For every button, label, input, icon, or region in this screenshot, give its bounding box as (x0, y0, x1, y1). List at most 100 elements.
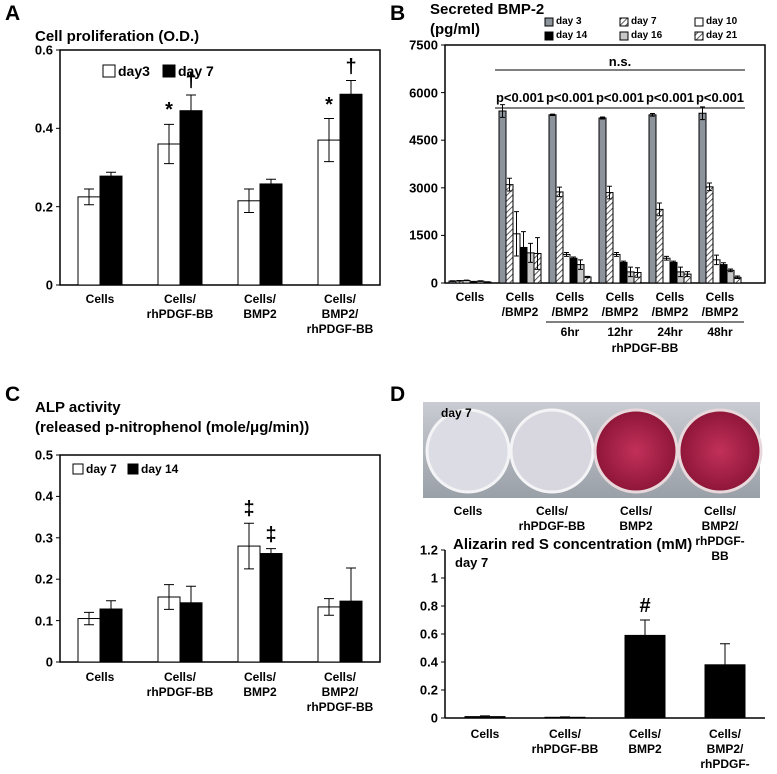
error-bar (720, 643, 730, 687)
chart-title: ALP activity (released p-nitrophenol (mo… (35, 399, 310, 436)
y-tick-label: 0 (430, 275, 438, 291)
legend-label: day 21 (706, 30, 738, 41)
significance-marker: # (639, 595, 651, 617)
bar (705, 186, 714, 284)
significance-marker: ‡ (243, 498, 255, 521)
error-bar (266, 178, 276, 190)
error-bar (480, 715, 490, 718)
error-bar (560, 716, 570, 719)
error-bar (514, 211, 519, 257)
y-tick-label: 0 (45, 654, 53, 670)
panel-label: A (5, 2, 21, 25)
error-bar (266, 548, 276, 559)
bar (726, 269, 735, 284)
well (509, 408, 595, 494)
chart-title: Alizarin red S concentration (mM) (453, 536, 693, 553)
error-bar (585, 275, 590, 279)
error-bar (500, 104, 505, 118)
y-tick-label: 0.3 (34, 530, 53, 546)
bar (555, 191, 564, 284)
error-bar (186, 94, 196, 127)
significance-marker: ‡ (265, 523, 277, 546)
error-bar (346, 567, 356, 635)
error-bar (664, 255, 669, 261)
y-tick-label: 0.2 (419, 682, 438, 698)
error-bar (728, 268, 733, 273)
x-tick-label: Cells (85, 670, 115, 684)
x-subcategory-label: 24hr (657, 325, 683, 339)
legend-swatch (694, 31, 704, 41)
error-bar (600, 116, 605, 120)
ns-label: n.s. (608, 54, 632, 69)
error-bar (457, 279, 462, 282)
y-tick-label: 0.5 (34, 447, 53, 463)
y-tick-label: 0.4 (34, 120, 53, 136)
p-value-label: p<0.001 (545, 90, 595, 105)
y-tick-label: 1500 (409, 227, 438, 243)
bar (605, 192, 614, 284)
error-bar (324, 598, 334, 616)
error-bar (106, 171, 116, 181)
x-tick-label: Cells/ BMP2/ rhPDGF-BB (306, 670, 374, 714)
error-bar (164, 584, 174, 610)
error-bar (707, 182, 712, 192)
error-bar (550, 113, 555, 116)
error-bar (450, 280, 455, 282)
x-tick-label: Cells (455, 290, 485, 304)
plot-frame (59, 454, 381, 663)
bar (562, 253, 571, 284)
y-tick-label: 0.8 (419, 598, 438, 614)
x-group-label: rhPDGF-BB (611, 341, 679, 355)
y-tick-label: 1.2 (419, 542, 438, 558)
error-bar (657, 202, 662, 217)
error-bar (84, 611, 94, 626)
x-tick-label: Cells/ BMP2 (628, 727, 662, 756)
bar (179, 110, 203, 286)
legend-swatch (544, 31, 554, 41)
error-bar (186, 585, 196, 620)
bar (259, 553, 283, 663)
x-tick-label: Cells /BMP2 (651, 290, 689, 319)
p-value-label: p<0.001 (695, 90, 745, 105)
y-tick-label: 0 (45, 277, 53, 293)
photo (423, 402, 763, 498)
error-bar (106, 600, 116, 618)
y-tick-label: 0.4 (419, 654, 438, 670)
error-bar (607, 185, 612, 200)
legend-label: day 16 (631, 30, 663, 41)
image-category-label: Cells/ rhPDGF-BB (518, 504, 586, 533)
bar (505, 184, 514, 284)
x-tick-label: Cells/ rhPDGF-BB (531, 727, 599, 756)
error-bar (635, 267, 640, 278)
x-subcategory-label: 48hr (707, 325, 733, 339)
chart-subtitle: day 7 (455, 555, 489, 570)
y-tick-label: 0.6 (419, 626, 438, 642)
error-bar (84, 188, 94, 206)
error-bar (528, 242, 533, 263)
error-bar (521, 231, 526, 264)
error-bar (164, 123, 174, 165)
bar (669, 261, 678, 284)
x-tick-label: Cells /BMP2 (551, 290, 589, 319)
x-tick-label: Cells (470, 727, 500, 741)
error-bar (735, 275, 740, 280)
bar (698, 112, 707, 284)
bar (548, 114, 557, 284)
x-tick-label: Cells/ rhPDGF-BB (146, 670, 214, 699)
legend-swatch (694, 17, 704, 27)
y-tick-label: 0 (430, 710, 438, 726)
bar (339, 93, 363, 286)
y-tick-label: 0.4 (34, 488, 53, 504)
x-tick-label: Cells/ BMP2/ rhPDGF-BB (700, 727, 750, 774)
error-bar (244, 188, 254, 214)
p-value-label: p<0.001 (495, 90, 545, 105)
legend-label: day 14 (556, 30, 588, 41)
bar (719, 264, 728, 284)
error-bar (557, 186, 562, 198)
error-bar (485, 281, 490, 283)
bar (619, 261, 628, 284)
panel-label: B (390, 2, 406, 25)
error-bar (535, 237, 540, 270)
error-bar (685, 271, 690, 278)
